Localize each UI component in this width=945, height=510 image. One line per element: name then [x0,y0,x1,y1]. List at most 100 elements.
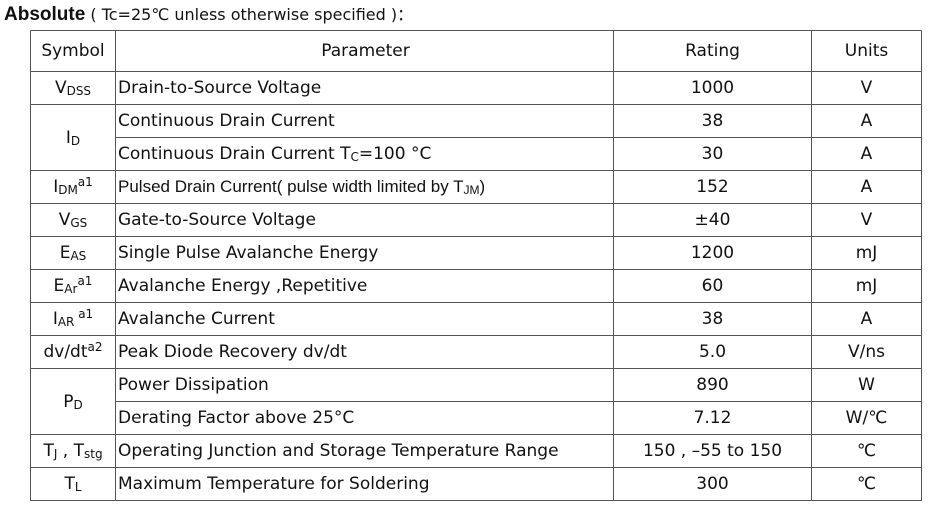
parameter-cell: Drain-to-Source Voltage [115,71,614,105]
table-row: TL Maximum Temperature for Soldering 300… [30,467,922,501]
table-header-row: Symbol Parameter Rating Units [30,30,922,72]
symbol-sub: D [70,133,81,148]
parameter-cell: Avalanche Current [115,302,614,336]
heading-title: Absolute [4,4,86,25]
symbol-sub-2: stg [83,447,103,461]
symbol-note: a2 [87,340,103,354]
symbol-note: a1 [74,307,94,321]
rating-cell: ±40 [613,203,812,237]
header-parameter: Parameter [115,30,614,72]
table-row: EAra1 Avalanche Energy ,Repetitive 60 mJ [30,269,922,303]
parameter-cell: Continuous Drain Current [115,104,614,138]
symbol-main: T [64,474,75,494]
unit-cell: W/℃ [811,401,922,435]
heading-condition: ( Tc=25℃ unless otherwise specified )： [90,5,414,24]
symbol-cell: PD [30,368,116,435]
rating-cell: 5.0 [613,335,812,369]
symbol-note: a1 [77,274,93,288]
parameter-cell: Single Pulse Avalanche Energy [115,236,614,270]
table-row: dv/dta2 Peak Diode Recovery dv/dt 5.0 V/… [30,335,922,369]
symbol-sub: DM [58,183,78,197]
unit-cell: V/ns [811,335,922,369]
symbol-sub: GS [70,216,88,230]
unit-cell: ℃ [811,467,922,501]
symbol-sub: AS [70,249,87,263]
unit-cell: V [811,203,922,237]
symbol-main: V [54,78,67,98]
table-row: VGS Gate-to-Source Voltage ±40 V [30,203,922,237]
symbol-cell: VDSS [30,71,116,105]
symbol-cell: EAra1 [30,269,116,303]
unit-cell: mJ [811,269,922,303]
unit-cell: ℃ [811,434,922,468]
rating-cell: 7.12 [613,401,812,435]
header-units: Units [811,30,922,72]
absolute-ratings-table: Symbol Parameter Rating Units VDSS Drain… [30,30,922,501]
symbol-sub: DSS [66,84,92,98]
parameter-cell: Pulsed Drain Current( pulse width limite… [115,170,614,204]
rating-cell: 38 [613,104,812,138]
table-row: VDSS Drain-to-Source Voltage 1000 V [30,71,922,105]
table-row: ID Continuous Drain Current 38 A [30,104,922,171]
symbol-cell: dv/dta2 [30,335,116,369]
symbol-main: I [53,177,59,197]
rating-cell: 152 [613,170,812,204]
symbol-note: a1 [77,175,93,189]
table-row: Continuous Drain Current TC=100 °C 30 A [31,137,922,171]
table-row: PD Power Dissipation 890 W [30,368,922,435]
parameter-cell: Power Dissipation [115,368,614,402]
symbol-main: T [43,441,54,461]
symbol-main: E [59,243,71,263]
rating-cell: 150 , –55 to 150 [613,434,812,468]
parameter-cell: Avalanche Energy ,Repetitive [115,269,614,303]
rating-cell: 1000 [613,71,812,105]
table-row: TJ , Tstg Operating Junction and Storage… [30,434,922,468]
parameter-cell: Continuous Drain Current TC=100 °C [115,137,614,171]
symbol-main: I [52,309,58,329]
table-row: IDMa1 Pulsed Drain Current( pulse width … [30,170,922,204]
symbol-cell: IAR a1 [30,302,116,336]
unit-cell: A [811,104,922,138]
symbol-cell: ID [30,104,116,171]
symbol-sub: J [53,447,58,461]
rating-cell: 60 [613,269,812,303]
symbol-sub: Ar [64,282,78,296]
rating-cell: 30 [613,137,812,171]
unit-cell: A [811,170,922,204]
symbol-main: E [53,276,65,296]
symbol-sub: AR [57,315,75,329]
symbol-main: P [63,391,74,412]
rating-cell: 38 [613,302,812,336]
symbol-cell: VGS [30,203,116,237]
unit-cell: W [811,368,922,402]
parameter-cell: Operating Junction and Storage Temperatu… [115,434,614,468]
parameter-cell: Derating Factor above 25°C [115,401,614,435]
symbol-main: I [65,127,71,148]
parameter-text-tail: =100 °C [358,144,432,164]
table-row: EAS Single Pulse Avalanche Energy 1200 m… [30,236,922,270]
table-row: IAR a1 Avalanche Current 38 A [30,302,922,336]
parameter-cell: Peak Diode Recovery dv/dt [115,335,614,369]
header-symbol: Symbol [30,30,116,72]
parameter-cell: Maximum Temperature for Soldering [115,467,614,501]
symbol-main-2: , T [57,441,84,461]
section-heading: Absolute ( Tc=25℃ unless otherwise speci… [4,2,413,28]
parameter-cell: Gate-to-Source Voltage [115,203,614,237]
header-rating: Rating [613,30,812,72]
unit-cell: mJ [811,236,922,270]
symbol-main: dv/dt [43,342,88,362]
parameter-sub: C [350,150,359,164]
unit-cell: V [811,71,922,105]
symbol-cell: TL [30,467,116,501]
unit-cell: A [811,302,922,336]
parameter-text: Continuous Drain Current T [118,144,351,164]
symbol-sub: D [73,397,83,412]
table-row: Derating Factor above 25°C 7.12 W/℃ [31,401,922,435]
rating-cell: 300 [613,467,812,501]
symbol-cell: IDMa1 [30,170,116,204]
symbol-sub: L [74,480,82,494]
symbol-cell: TJ , Tstg [30,434,116,468]
symbol-main: V [58,210,71,230]
rating-cell: 1200 [613,236,812,270]
rating-cell: 890 [613,368,812,402]
